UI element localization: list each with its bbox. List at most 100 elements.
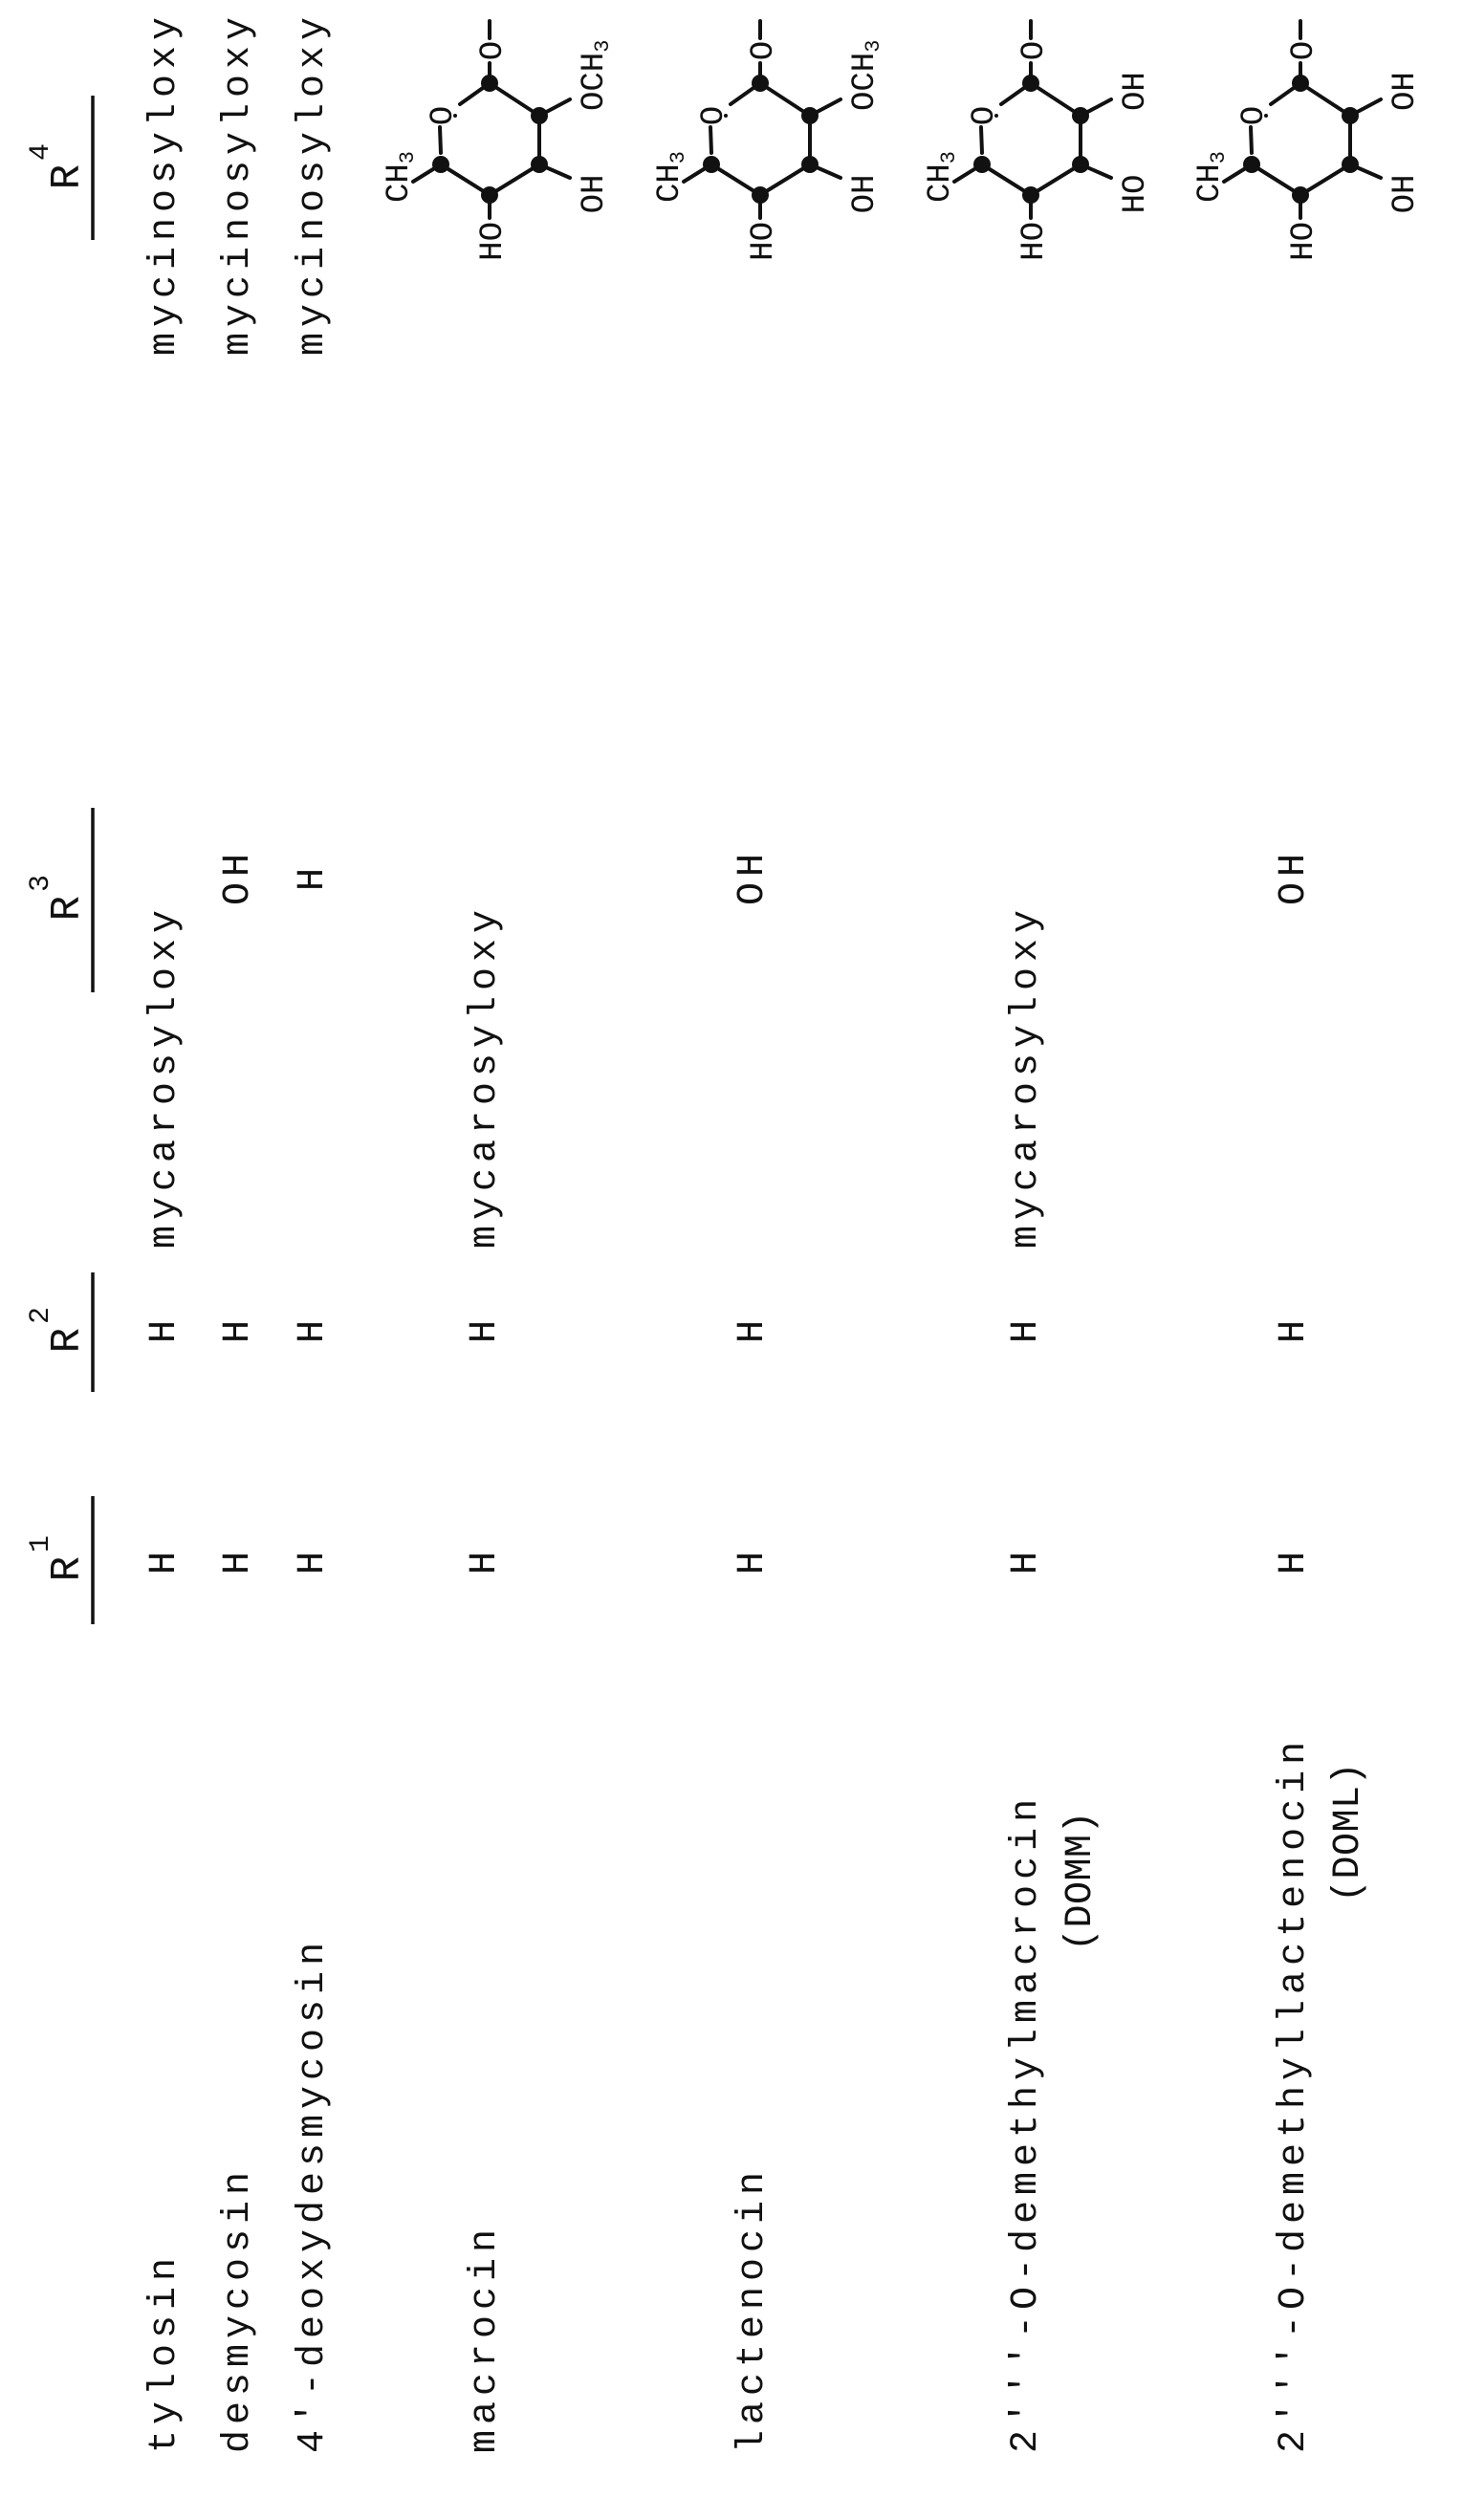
table-row: 4'-deoxydesmycosin H H Hmycinosyloxy — [292, 11, 335, 2453]
r2-value: H — [1273, 1314, 1316, 1343]
lower-substituent-label: OH — [847, 175, 884, 214]
carbon-atom-dot — [432, 156, 449, 173]
header-label: R — [44, 1556, 92, 1581]
methyl-label: CH3 — [1192, 151, 1231, 203]
compound-name: tylosin — [143, 2252, 186, 2453]
upper-substituent-label: OCH3 — [577, 40, 615, 111]
table-row: lactenocinHHOHOOCH3HOOHOCH3 — [652, 21, 885, 2453]
ring-oxygen-label: O — [696, 106, 732, 125]
compound-name: 4'-deoxydesmycosin — [292, 1937, 335, 2453]
subscript: 3 — [1207, 151, 1231, 163]
lower-substituent-label: OH — [1387, 175, 1424, 214]
bond-line — [981, 127, 982, 153]
carbon-atom-dot — [752, 75, 769, 92]
subscript: 3 — [937, 151, 961, 163]
r1-value: H — [143, 1546, 186, 1575]
r3-value: H — [292, 862, 335, 891]
rotated-compound-table: R1R2R3R4tylosinHHmycarosyloxymycinosylox… — [0, 0, 1463, 2520]
r3-value: mycarosyloxy — [143, 904, 186, 1249]
r4-sugar-structure: OOCH3HOOHOCH3 — [382, 21, 615, 261]
compound-name: lactenocin — [732, 2166, 775, 2453]
glycosidic-oxygen-label: O — [1016, 41, 1053, 60]
subscript: 3 — [396, 151, 420, 163]
methyl-label: CH3 — [652, 151, 690, 203]
carbon-atom-dot — [1072, 107, 1089, 124]
carbon-atom-dot — [1022, 75, 1039, 92]
carbon-atom-dot — [531, 107, 548, 124]
hydroxyl-label: HO — [1016, 222, 1053, 261]
header-label: R — [44, 164, 92, 189]
header-superscript: 3 — [25, 875, 57, 892]
compound-abbreviation: (DOML) — [1327, 1762, 1370, 1902]
upper-substituent-label: OCH3 — [847, 40, 885, 111]
column-header-r4: R4 — [25, 96, 93, 240]
header-label: R — [44, 896, 92, 921]
carbon-atom-dot — [1342, 156, 1359, 173]
r2-value: H — [217, 1314, 260, 1343]
r3-value: mycarosyloxy — [464, 904, 507, 1249]
carbon-atom-dot — [1022, 186, 1039, 204]
bond-line — [490, 164, 539, 195]
carbon-atom-dot — [1342, 107, 1359, 124]
ring-oxygen-label: O — [967, 106, 1003, 125]
header-label: R — [44, 1328, 92, 1353]
carbon-atom-dot — [1072, 156, 1089, 173]
carbon-atom-dot — [481, 186, 498, 204]
bond-line — [1031, 164, 1081, 195]
r2-value: H — [292, 1314, 335, 1343]
bond-line — [490, 83, 539, 116]
bond-line — [760, 164, 810, 195]
carbon-atom-dot — [973, 156, 991, 173]
bond-line — [1300, 164, 1350, 195]
r1-value: H — [292, 1546, 335, 1575]
header-superscript: 4 — [25, 143, 57, 161]
bond-line — [1300, 83, 1350, 116]
table-row: desmycosinHHOHmycinosyloxy — [217, 11, 260, 2453]
column-header-r3: R3 — [25, 808, 93, 992]
table-row: 2'''-O-demethyllactenocin(DOML)HHOHOOCH3… — [1192, 21, 1424, 2453]
r4-value: mycinosyloxy — [292, 11, 335, 356]
column-header-r1: R1 — [25, 1496, 93, 1624]
column-header-r2: R2 — [25, 1272, 93, 1392]
r3-value: OH — [1273, 848, 1316, 905]
r3-value: OH — [732, 848, 775, 905]
subscript: 3 — [862, 40, 885, 53]
carbon-atom-dot — [752, 186, 769, 204]
bond-line — [710, 127, 711, 153]
r4-sugar-structure: OOCH3HOOHOCH3 — [652, 21, 885, 261]
r2-value: H — [464, 1314, 507, 1343]
subscript: 3 — [666, 151, 690, 163]
r4-sugar-structure: OOCH3HOOHOH — [1192, 21, 1424, 261]
r1-value: H — [464, 1546, 507, 1575]
subscript: 3 — [591, 40, 615, 53]
hydroxyl-label: HO — [475, 222, 512, 261]
carbon-atom-dot — [801, 156, 819, 173]
r4-value: mycinosyloxy — [217, 11, 260, 356]
bond-line — [1031, 83, 1081, 116]
compound-name: desmycosin — [217, 2166, 260, 2453]
ring-oxygen-label: O — [1236, 106, 1273, 125]
bond-line — [441, 164, 490, 195]
carbon-atom-dot — [703, 156, 720, 173]
carbon-atom-dot — [1292, 186, 1309, 204]
r3-value: mycarosyloxy — [1005, 904, 1048, 1249]
header-superscript: 1 — [25, 1535, 57, 1553]
r4-sugar-structure: OOCH3HOHOOH — [923, 21, 1154, 261]
carbon-atom-dot — [531, 156, 548, 173]
carbon-atom-dot — [481, 75, 498, 92]
document-page: R1R2R3R4tylosinHHmycarosyloxymycinosylox… — [0, 0, 1463, 2520]
glycosidic-oxygen-label: O — [746, 41, 782, 60]
r1-value: H — [1005, 1546, 1048, 1575]
compound-name: macrocin — [464, 2224, 507, 2453]
r1-value: H — [1273, 1546, 1316, 1575]
upper-substituent-label: OH — [1387, 72, 1424, 111]
carbon-atom-dot — [1292, 75, 1309, 92]
table-row: tylosinHHmycarosyloxymycinosyloxy — [143, 11, 186, 2453]
compound-name: 2'''-O-demethylmacrocin — [1005, 1793, 1048, 2453]
compound-name: 2'''-O-demethyllactenocin — [1273, 1736, 1316, 2453]
carbon-atom-dot — [801, 107, 819, 124]
r2-value: H — [143, 1314, 186, 1343]
lower-substituent-label: OH — [577, 175, 613, 214]
methyl-label: CH3 — [382, 151, 420, 203]
carbon-atom-dot — [1243, 156, 1260, 173]
